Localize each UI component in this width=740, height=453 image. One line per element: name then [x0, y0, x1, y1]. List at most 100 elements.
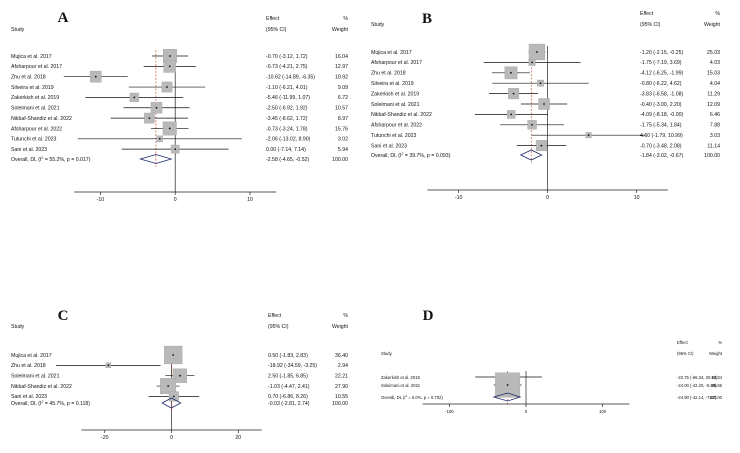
- point-estimate: [536, 51, 538, 53]
- point-estimate: [539, 82, 542, 85]
- study-label: Afsharpour et al. 2017: [11, 64, 62, 70]
- effect-ci-label: 0.70 (-6.86, 8.26): [268, 394, 308, 400]
- x-tick-label: 10: [247, 197, 253, 203]
- study-label: Zakerkish et al. 2019: [11, 95, 59, 101]
- point-estimate: [166, 86, 168, 88]
- study-label: Tutunchi et al. 2023: [11, 137, 56, 143]
- weight-label: 11.29: [707, 91, 720, 97]
- weight-label: 15.76: [335, 126, 348, 132]
- overall-label: Overall, DL (I2 = 0.0%, p = 0.702): [381, 394, 443, 400]
- weight-label: 10.55: [335, 394, 348, 400]
- study-label: Zakerkish et al. 2019: [381, 375, 421, 380]
- weight-label: 4.04: [710, 81, 720, 87]
- point-estimate: [506, 384, 509, 386]
- column-header-weight: Weight: [332, 27, 349, 33]
- effect-ci-label: 0.50 (-1.83, 2.83): [268, 353, 308, 359]
- weight-label: 36.40: [335, 353, 348, 359]
- study-label: Afsharpour et al. 2022: [371, 123, 422, 129]
- panel-letter-d: D: [423, 308, 434, 324]
- x-tick-label: 0: [546, 195, 549, 201]
- study-label: Zhu et al. 2018: [11, 363, 46, 369]
- point-estimate: [168, 127, 171, 130]
- point-estimate: [510, 113, 513, 116]
- study-label: Silveira et al. 2019: [371, 81, 414, 87]
- overall-diamond: [161, 397, 182, 409]
- overall-label: Overall, DL (I2 = 55.2%, p = 0.017): [11, 156, 91, 163]
- overall-effect-ci-label: -2.58 (-4.65, -0.52): [266, 157, 310, 163]
- overall-label: Overall, DL (I2 = 45.7%, p = 0.118): [11, 400, 90, 407]
- x-tick-label: -10: [455, 195, 463, 201]
- panel-letter-c: C: [58, 308, 69, 324]
- study-label: Mujica et al. 2017: [371, 50, 412, 56]
- study-label: Soleimani et al. 2021: [381, 383, 421, 388]
- effect-ci-label: -0.80 (-6.22, 4.62): [640, 81, 682, 87]
- weight-label: 16.04: [335, 54, 348, 60]
- weight-label: 4.03: [710, 60, 720, 66]
- column-header-weight: Weight: [709, 351, 723, 356]
- effect-ci-label: -0.70 (-3.12, 1.72): [266, 54, 308, 60]
- column-header-weight: Weight: [332, 324, 349, 330]
- panel-letter-a: A: [58, 10, 69, 26]
- point-estimate: [169, 55, 171, 57]
- study-label: Mujica et al. 2017: [11, 54, 52, 60]
- weight-label: 3.02: [338, 137, 348, 143]
- study-label: Soleimani et al. 2021: [371, 102, 420, 108]
- effect-ci-label: -0.73 (-4.21, 2.75): [266, 64, 308, 70]
- effect-ci-label: -4.09 (-8.18, -0.00): [640, 112, 684, 118]
- weight-label: 10.57: [335, 106, 348, 112]
- effect-ci-label: -1.75 (-5.34, 1.84): [640, 123, 682, 129]
- column-header-ci: (95% CI): [640, 22, 661, 28]
- point-estimate: [168, 65, 171, 68]
- weight-label: 27.90: [335, 384, 348, 390]
- point-estimate: [94, 75, 97, 78]
- x-tick-label: 100: [599, 409, 607, 414]
- x-tick-label: 0: [170, 435, 173, 441]
- column-header-weight: Weight: [704, 22, 721, 28]
- point-estimate: [510, 71, 512, 74]
- point-estimate: [531, 61, 533, 64]
- point-estimate: [178, 374, 181, 377]
- overall-diamond: [492, 392, 522, 402]
- effect-ci-label: -22.75 (-66.34, 20.84): [677, 375, 718, 380]
- point-estimate: [155, 106, 158, 109]
- effect-ci-label: -0.40 (-3.00, 2.20): [640, 102, 682, 108]
- effect-ci-label: -3.83 (-6.58, -1.08): [640, 91, 684, 97]
- study-label: Soleimani et al. 2021: [11, 374, 60, 380]
- column-header-effect: Effect: [640, 11, 654, 17]
- effect-ci-label: -1.20 (-2.15, -0.25): [640, 50, 684, 56]
- study-label: Sani et al. 2023: [371, 143, 407, 149]
- weight-label: 6.72: [338, 95, 348, 101]
- effect-ci-label: -0.70 (-3.48, 2.08): [640, 143, 682, 149]
- overall-label: Overall, DL (I2 = 39.7%, p = 0.093): [371, 152, 451, 159]
- point-estimate: [107, 364, 110, 367]
- weight-label: 2.94: [338, 363, 348, 369]
- study-label: Nikbaf-Shandiz et al. 2022: [11, 116, 72, 122]
- x-tick-label: 0: [174, 197, 177, 203]
- point-estimate: [587, 134, 590, 137]
- x-tick-label: -20: [101, 435, 109, 441]
- point-estimate: [174, 148, 177, 151]
- effect-ci-label: -4.12 (-6.25, -1.99): [640, 71, 684, 77]
- point-estimate: [172, 395, 175, 398]
- study-label: Afsharpour et al. 2022: [11, 126, 62, 132]
- weight-label: 89.66: [712, 383, 723, 388]
- weight-label: 15.03: [707, 71, 720, 77]
- effect-ci-label: -10.62 (-14.89, -6.35): [266, 75, 315, 81]
- effect-ci-label: -5.46 (-11.99, 1.07): [266, 95, 310, 101]
- study-label: Sani et al. 2023: [11, 147, 47, 153]
- weight-label: 12.97: [335, 64, 348, 70]
- study-label: Sani et al. 2023: [11, 394, 47, 400]
- column-header-effect: Effect: [268, 313, 282, 319]
- weight-label: 9.09: [338, 85, 348, 91]
- x-tick-label: -100: [445, 409, 454, 414]
- study-label: Zhu et al. 2018: [11, 75, 46, 81]
- study-label: Zakerkish et al. 2019: [371, 91, 419, 97]
- point-estimate: [543, 103, 545, 105]
- column-header-ci: (95% CI): [677, 351, 694, 356]
- column-header-effect: Effect: [677, 340, 688, 345]
- effect-ci-label: 4.60 (-1.79, 10.99): [640, 133, 683, 139]
- weight-label: 3.03: [710, 133, 720, 139]
- weight-label: 10.34: [712, 375, 723, 380]
- study-label: Tutunchi et al. 2023: [371, 133, 416, 139]
- panel-letter-b: B: [422, 11, 432, 27]
